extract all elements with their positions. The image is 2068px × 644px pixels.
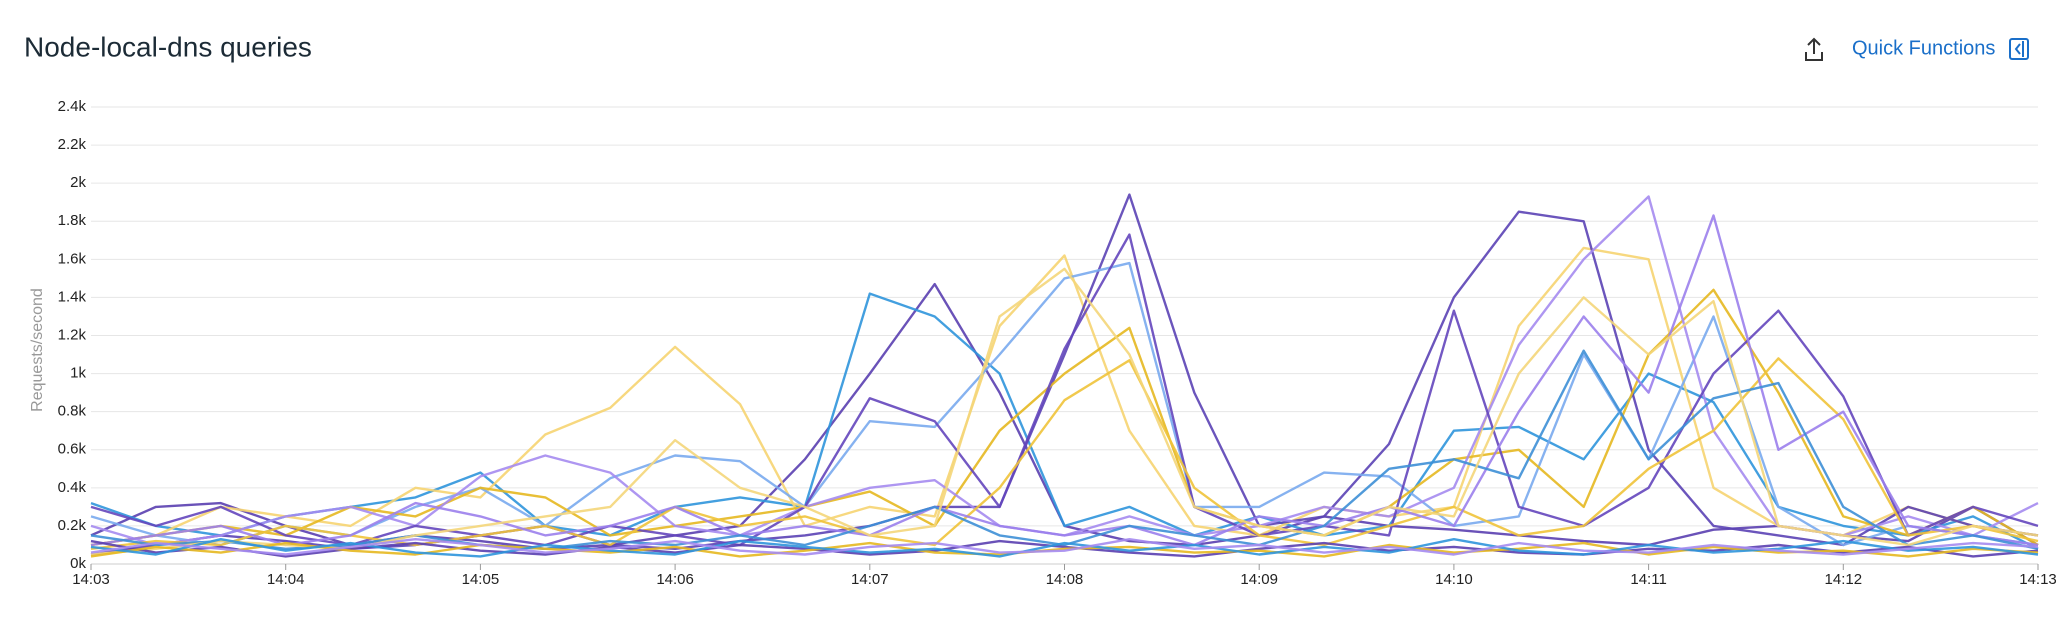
export-button[interactable] <box>1805 37 1823 61</box>
series-line <box>90 267 2039 556</box>
series-group <box>90 193 2039 558</box>
series-line <box>90 246 2039 547</box>
x-tick-label: 14:10 <box>1435 571 1473 588</box>
y-tick-label: 0k <box>70 555 86 572</box>
x-tick-label: 14:13 <box>2019 571 2057 588</box>
x-tick-label: 14:04 <box>267 571 305 588</box>
series-line <box>90 214 2039 547</box>
series-line <box>90 292 2039 550</box>
y-tick-label: 1k <box>70 365 86 382</box>
export-icon <box>1805 37 1823 61</box>
series-line <box>90 538 2039 556</box>
series-line <box>90 539 2039 558</box>
y-tick-label: 0.6k <box>58 441 87 458</box>
collapse-icon[interactable] <box>2009 38 2029 60</box>
y-axis-label: Requests/second <box>29 288 46 412</box>
x-tick-label: 14:03 <box>72 571 110 588</box>
y-tick-label: 2.4k <box>58 98 87 115</box>
chart-title: Node-local-dns queries <box>24 31 312 62</box>
series-line <box>90 195 2039 547</box>
y-tick-label: 1.2k <box>58 326 87 343</box>
y-tick-label: 0.2k <box>58 517 87 534</box>
y-tick-label: 0.4k <box>58 479 87 496</box>
y-tick-label: 2k <box>70 174 86 191</box>
icon-arrow <box>2014 41 2024 57</box>
y-tick-label: 1.8k <box>58 212 87 229</box>
y-tick-label: 1.6k <box>58 250 87 267</box>
series-line <box>90 357 2039 550</box>
x-tick-label: 14:11 <box>1630 571 1666 588</box>
series-line <box>90 541 2039 558</box>
y-tick-label: 2.2k <box>58 136 87 153</box>
series-line <box>90 233 2039 547</box>
series-line <box>90 538 2039 558</box>
x-tick-label: 14:05 <box>462 571 500 588</box>
x-tick-label: 14:12 <box>1825 571 1863 588</box>
quick-functions-button[interactable]: Quick Functions <box>1852 37 1995 59</box>
x-tick-label: 14:09 <box>1240 571 1278 588</box>
x-tick-label: 14:07 <box>851 571 889 588</box>
x-tick-label: 14:08 <box>1046 571 1084 588</box>
x-tick-label: 14:06 <box>656 571 694 588</box>
y-tick-label: 0.8k <box>58 403 87 420</box>
series-line <box>90 261 2039 547</box>
icon-box <box>2009 38 2029 60</box>
y-tick-label: 1.4k <box>58 288 87 305</box>
series-line <box>90 288 2039 547</box>
